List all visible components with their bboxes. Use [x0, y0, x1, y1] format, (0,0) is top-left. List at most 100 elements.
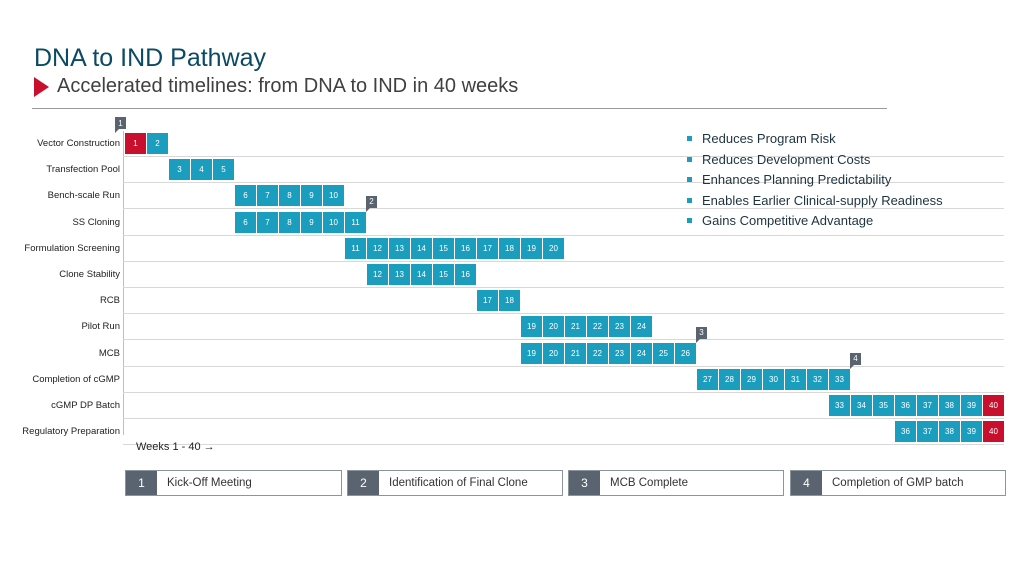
- weeks-axis-label: Weeks 1 - 40 →: [136, 441, 215, 453]
- legend-number: 1: [126, 471, 157, 495]
- row-label: MCB: [98, 347, 120, 359]
- benefit-item: Reduces Program Risk: [687, 131, 943, 146]
- week-cell: 8: [279, 211, 300, 233]
- week-cell: 24: [631, 342, 652, 364]
- week-cell: 16: [455, 264, 476, 285]
- row-label: Vector Construction: [37, 138, 120, 149]
- week-cell: 6: [235, 211, 256, 233]
- week-cell: 17: [477, 237, 498, 259]
- week-cell: 12: [367, 237, 388, 259]
- week-cell: 32: [807, 368, 828, 390]
- week-cell: 33: [829, 395, 850, 416]
- subtitle: Accelerated timelines: from DNA to IND i…: [34, 75, 518, 98]
- week-cell: 23: [609, 316, 630, 338]
- week-cell: 8: [279, 185, 300, 207]
- row-label: Formulation Screening: [24, 242, 120, 254]
- week-cell: 9: [301, 211, 322, 233]
- week-cell: 10: [323, 185, 344, 207]
- legend-number: 3: [569, 471, 600, 495]
- week-cell: 27: [697, 368, 718, 390]
- milestone-marker: 2: [366, 195, 377, 212]
- row-gridline: [123, 208, 1004, 210]
- benefit-text: Reduces Development Costs: [702, 151, 871, 167]
- week-cell: 9: [301, 185, 322, 207]
- legend-item-final-clone: 2 Identification of Final Clone: [347, 470, 563, 496]
- row-gridline: [123, 182, 1004, 184]
- benefit-item: Reduces Development Costs: [687, 152, 943, 167]
- week-cell: 33: [829, 368, 850, 390]
- week-cell: 39: [961, 395, 982, 416]
- week-cell: 34: [851, 395, 872, 416]
- row-label: RCB: [99, 295, 120, 307]
- benefit-item: Enables Earlier Clinical-supply Readines…: [687, 193, 943, 208]
- week-cell: 20: [543, 237, 564, 259]
- row-label: Regulatory Preparation: [22, 426, 120, 438]
- legend-number: 4: [791, 471, 822, 495]
- week-cell: 37: [917, 395, 938, 416]
- week-cell: 14: [411, 264, 432, 285]
- legend-text: Kick-Off Meeting: [167, 477, 252, 489]
- week-cell: 19: [521, 237, 542, 259]
- week-cell: 39: [961, 421, 982, 443]
- row-gridline: [123, 444, 1004, 446]
- week-cell: 10: [323, 211, 344, 233]
- legend-item-gmp-batch: 4 Completion of GMP batch: [790, 470, 1006, 496]
- page-title: DNA to IND Pathway: [34, 44, 267, 72]
- week-cell: 28: [719, 368, 740, 390]
- legend-number: 2: [348, 471, 379, 495]
- week-cell: 6: [235, 185, 256, 207]
- week-cell: 16: [455, 237, 476, 259]
- row-label: Clone Stability: [59, 269, 120, 280]
- week-cell: 15: [433, 237, 454, 259]
- week-cell: 4: [191, 159, 212, 181]
- square-bullet-icon: [687, 156, 692, 162]
- week-cell: 24: [631, 316, 652, 338]
- legend-text: Completion of GMP batch: [832, 477, 964, 489]
- row-label: Bench-scale Run: [47, 190, 120, 202]
- week-cell: 15: [433, 264, 454, 285]
- week-cell: 18: [499, 237, 520, 259]
- row-label: Completion of cGMP: [32, 373, 120, 385]
- week-cell: 19: [521, 316, 542, 338]
- benefit-text: Gains Competitive Advantage: [702, 213, 874, 228]
- square-bullet-icon: [687, 136, 692, 141]
- row-label: Pilot Run: [81, 321, 120, 333]
- benefit-text: Enhances Planning Predictability: [702, 172, 892, 187]
- week-cell: 17: [477, 290, 498, 312]
- week-cell: 30: [763, 368, 784, 390]
- subtitle-text: Accelerated timelines: from DNA to IND i…: [57, 75, 519, 97]
- week-cell: 18: [499, 290, 520, 312]
- week-cell: 20: [543, 342, 564, 364]
- week-cell: 19: [521, 342, 542, 364]
- week-cell: 21: [565, 316, 586, 338]
- row-label: Transfection Pool: [46, 164, 120, 176]
- benefit-item: Gains Competitive Advantage: [687, 213, 943, 228]
- row-label: SS Cloning: [72, 216, 120, 228]
- week-cell: 20: [543, 316, 564, 338]
- week-cell: 12: [367, 264, 388, 285]
- milestone-marker: 1: [115, 117, 126, 133]
- week-cell: 40: [983, 421, 1004, 443]
- week-cell: 7: [257, 211, 278, 233]
- week-cell: 5: [213, 159, 234, 181]
- benefit-text: Enables Earlier Clinical-supply Readines…: [702, 192, 943, 208]
- week-cell: 40: [983, 395, 1004, 416]
- week-cell: 22: [587, 342, 608, 364]
- legend-text: Identification of Final Clone: [389, 477, 528, 489]
- week-cell: 13: [389, 237, 410, 259]
- row-gridline: [123, 260, 1004, 262]
- gantt-axis-line: [123, 131, 124, 435]
- row-gridline: [123, 313, 1004, 315]
- week-cell: 11: [345, 211, 366, 233]
- week-cell: 38: [939, 395, 960, 416]
- week-cell: 22: [587, 316, 608, 338]
- legend-item-kickoff: 1 Kick-Off Meeting: [125, 470, 342, 496]
- week-cell: 29: [741, 368, 762, 390]
- week-cell: 21: [565, 342, 586, 364]
- week-cell: 36: [895, 421, 916, 443]
- legend-text: MCB Complete: [610, 477, 688, 489]
- row-gridline: [123, 339, 1004, 341]
- week-cell: 7: [257, 185, 278, 207]
- week-cell: 35: [873, 395, 894, 416]
- week-cell: 26: [675, 342, 696, 364]
